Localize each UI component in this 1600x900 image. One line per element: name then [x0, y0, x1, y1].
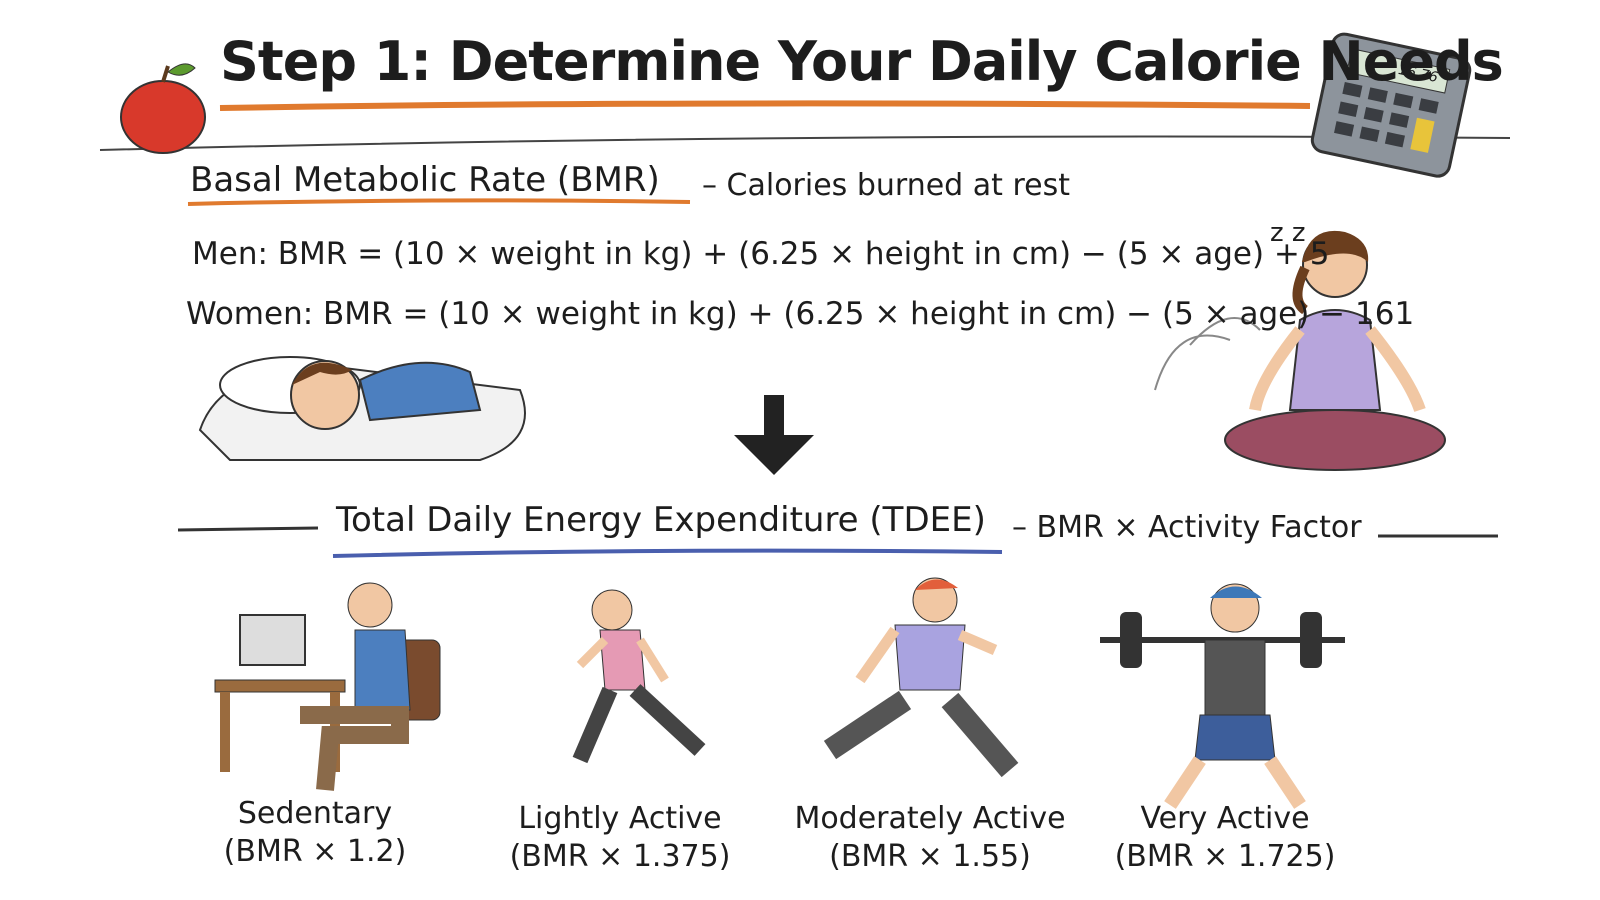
sleeping-person — [198, 356, 526, 461]
level-name: Moderately Active — [794, 801, 1066, 836]
bmr-heading: Basal Metabolic Rate (BMR) — [190, 160, 660, 200]
level-name: Lightly Active — [518, 801, 722, 836]
page-title: Step 1: Determine Your Daily Calorie Nee… — [220, 30, 1504, 93]
moderately-active-figure — [823, 577, 1019, 778]
meditating-person — [1154, 230, 1446, 471]
level-factor: (BMR × 1.2) — [223, 834, 407, 869]
title-underline — [219, 100, 1311, 111]
activity-level: Lightly Active (BMR × 1.375) — [460, 800, 780, 876]
activity-level: Sedentary (BMR × 1.2) — [155, 795, 475, 871]
tdee-heading: Total Daily Energy Expenditure (TDEE) — [336, 500, 986, 540]
tdee-subheading: – BMR × Activity Factor — [1012, 510, 1362, 545]
sleep-mark: z z — [1270, 218, 1306, 248]
level-name: Very Active — [1140, 801, 1310, 836]
level-factor: (BMR × 1.55) — [829, 839, 1031, 874]
level-factor: (BMR × 1.725) — [1114, 839, 1336, 874]
formula-row: Women: BMR = (10 × weight in kg) + (6.25… — [186, 296, 1414, 332]
activity-level: Very Active (BMR × 1.725) — [1065, 800, 1385, 876]
rule — [177, 526, 319, 532]
bmr-underline — [187, 198, 691, 206]
level-name: Sedentary — [237, 796, 393, 831]
formula-label: Women: — [186, 296, 314, 332]
sedentary-figure — [214, 582, 441, 791]
tdee-underline — [332, 548, 1003, 558]
formula-row: Men: BMR = (10 × weight in kg) + (6.25 ×… — [192, 236, 1329, 272]
formula: BMR = (10 × weight in kg) + (6.25 × heig… — [323, 296, 1415, 332]
activity-level: Moderately Active (BMR × 1.55) — [770, 800, 1090, 876]
lightly-active-figure — [572, 589, 706, 764]
bmr-subheading: – Calories burned at rest — [702, 168, 1070, 203]
down-arrow — [734, 395, 814, 475]
apple-icon — [120, 63, 206, 154]
rule — [99, 135, 1511, 151]
level-factor: (BMR × 1.375) — [509, 839, 731, 874]
formula-label: Men: — [192, 236, 268, 272]
calculator-icon — [1310, 32, 1472, 178]
formula: BMR = (10 × weight in kg) + (6.25 × heig… — [277, 236, 1330, 272]
very-active-figure — [1100, 583, 1345, 809]
